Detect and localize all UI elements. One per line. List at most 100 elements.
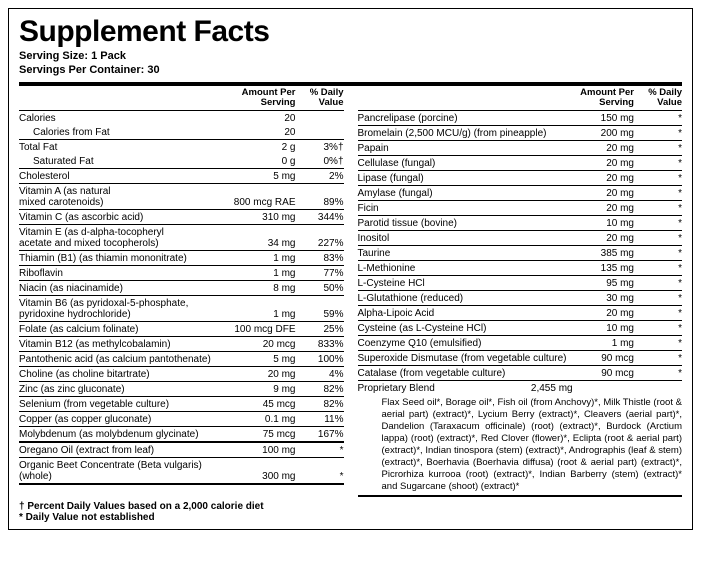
row-dv: * [634, 186, 682, 201]
row-name: Vitamin B12 (as methylcobalamin) [19, 337, 230, 352]
table-row: Inositol20 mg* [358, 231, 683, 246]
row-dv: 2% [296, 169, 344, 184]
row-name: Parotid tissue (bovine) [358, 216, 578, 231]
row-dv: 227% [296, 225, 344, 251]
row-name: Bromelain (2,500 MCU/g) (from pineapple) [358, 126, 578, 141]
table-row: Lipase (fungal)20 mg* [358, 171, 683, 186]
row-amount: 385 mg [577, 246, 634, 261]
row-dv: 50% [296, 281, 344, 296]
row-name: Pancrelipase (porcine) [358, 111, 578, 126]
proprietary-blend-text: Flax Seed oil*, Borage oil*, Fish oil (f… [358, 395, 683, 492]
row-dv: 167% [296, 427, 344, 443]
table-row: Organic Beet Concentrate (Beta vulgaris)… [19, 458, 344, 485]
row-name: Zinc (as zinc gluconate) [19, 382, 230, 397]
row-name: Vitamin A (as naturalmixed carotenoids) [19, 184, 230, 210]
proprietary-table: Proprietary Blend 2,455 mg [358, 381, 683, 395]
row-name: Cysteine (as L-Cysteine HCl) [358, 321, 578, 336]
th-dv-left: % DailyValue [296, 86, 344, 111]
table-row: Saturated Fat0 g0%† [19, 154, 344, 169]
row-name: Pantothenic acid (as calcium pantothenat… [19, 352, 230, 367]
row-dv: * [634, 321, 682, 336]
row-amount: 90 mcg [577, 351, 634, 366]
table-row: Total Fat2 g3%† [19, 140, 344, 155]
row-dv: 3%† [296, 140, 344, 155]
row-amount: 20 mg [577, 306, 634, 321]
row-dv: * [296, 458, 344, 485]
row-dv: * [634, 111, 682, 126]
table-row: Riboflavin1 mg77% [19, 266, 344, 281]
row-amount: 20 mg [577, 231, 634, 246]
th-blank [19, 86, 230, 111]
row-name: Vitamin E (as d-alpha-tocopherylacetate … [19, 225, 230, 251]
row-amount: 800 mcg RAE [230, 184, 296, 210]
row-amount: 150 mg [577, 111, 634, 126]
row-dv: 77% [296, 266, 344, 281]
th-blank-r [358, 86, 578, 111]
row-dv: 344% [296, 210, 344, 225]
row-amount: 300 mg [230, 458, 296, 485]
row-dv: * [634, 276, 682, 291]
table-row: Vitamin B12 (as methylcobalamin)20 mcg83… [19, 337, 344, 352]
table-row: Cholesterol5 mg2% [19, 169, 344, 184]
row-name: Calories from Fat [19, 125, 230, 140]
row-name: Vitamin B6 (as pyridoxal-5-phosphate,pyr… [19, 296, 230, 322]
row-amount: 20 mg [230, 367, 296, 382]
table-row: Coenzyme Q10 (emulsified)1 mg* [358, 336, 683, 351]
table-row: Superoxide Dismutase (from vegetable cul… [358, 351, 683, 366]
row-amount: 135 mg [577, 261, 634, 276]
row-amount: 20 mg [577, 171, 634, 186]
table-row: Niacin (as niacinamide)8 mg50% [19, 281, 344, 296]
th-amount-left: Amount PerServing [230, 86, 296, 111]
row-name: L-Glutathione (reduced) [358, 291, 578, 306]
row-name: Cholesterol [19, 169, 230, 184]
row-amount: 200 mg [577, 126, 634, 141]
row-amount: 5 mg [230, 169, 296, 184]
row-name: L-Cysteine HCl [358, 276, 578, 291]
table-row: L-Glutathione (reduced)30 mg* [358, 291, 683, 306]
row-dv [296, 125, 344, 140]
row-amount: 20 [230, 111, 296, 126]
row-amount: 310 mg [230, 210, 296, 225]
table-row: Pancrelipase (porcine)150 mg* [358, 111, 683, 126]
row-amount: 95 mg [577, 276, 634, 291]
row-name: Amylase (fungal) [358, 186, 578, 201]
row-name: Choline (as choline bitartrate) [19, 367, 230, 382]
row-amount: 1 mg [230, 296, 296, 322]
row-amount: 100 mg [230, 442, 296, 458]
row-dv: * [634, 156, 682, 171]
row-dv: 0%† [296, 154, 344, 169]
row-name: Cellulase (fungal) [358, 156, 578, 171]
row-name: Superoxide Dismutase (from vegetable cul… [358, 351, 578, 366]
row-dv: 4% [296, 367, 344, 382]
table-row: L-Methionine135 mg* [358, 261, 683, 276]
row-amount: 75 mcg [230, 427, 296, 443]
table-row: Thiamin (B1) (as thiamin mononitrate)1 m… [19, 251, 344, 266]
row-name: Catalase (from vegetable culture) [358, 366, 578, 381]
row-name: Papain [358, 141, 578, 156]
row-name: Inositol [358, 231, 578, 246]
row-name: Vitamin C (as ascorbic acid) [19, 210, 230, 225]
row-dv: * [634, 231, 682, 246]
row-amount: 90 mcg [577, 366, 634, 381]
table-row: Taurine385 mg* [358, 246, 683, 261]
th-amount-right: Amount PerServing [577, 86, 634, 111]
row-amount: 9 mg [230, 382, 296, 397]
table-row: Calories20 [19, 111, 344, 126]
row-name: Lipase (fungal) [358, 171, 578, 186]
row-dv: * [634, 261, 682, 276]
row-dv [296, 111, 344, 126]
row-dv: * [634, 366, 682, 381]
row-amount: 10 mg [577, 216, 634, 231]
row-dv: * [634, 246, 682, 261]
row-amount: 20 [230, 125, 296, 140]
row-dv: * [296, 442, 344, 458]
row-dv: * [634, 171, 682, 186]
table-row: Pantothenic acid (as calcium pantothenat… [19, 352, 344, 367]
row-dv: * [634, 141, 682, 156]
table-row: Zinc (as zinc gluconate)9 mg82% [19, 382, 344, 397]
row-dv: 59% [296, 296, 344, 322]
row-name: Ficin [358, 201, 578, 216]
row-name: Saturated Fat [19, 154, 230, 169]
table-row: Vitamin B6 (as pyridoxal-5-phosphate,pyr… [19, 296, 344, 322]
row-dv: 89% [296, 184, 344, 210]
